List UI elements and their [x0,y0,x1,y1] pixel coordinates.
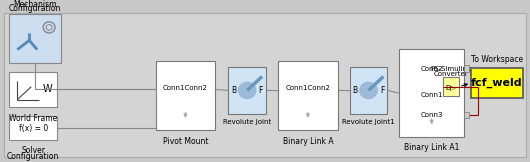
Bar [10,116,57,140]
Text: Configuration: Configuration [9,5,61,13]
Bar [443,77,459,96]
Circle shape [359,82,377,99]
Text: fcf_weld: fcf_weld [471,78,523,88]
Text: D▷: D▷ [446,84,456,90]
Text: Conn1Conn2: Conn1Conn2 [286,85,330,91]
Text: Pivot Mount: Pivot Mount [163,137,208,146]
Text: F: F [380,86,384,95]
Bar [228,67,266,114]
Text: Conn2: Conn2 [420,66,443,72]
Text: World Frame: World Frame [9,114,57,123]
Text: Conn1: Conn1 [420,92,443,98]
Bar [350,67,387,114]
Text: f(x) = 0: f(x) = 0 [19,124,48,133]
Bar [156,61,215,130]
Text: W: W [42,85,52,94]
Circle shape [238,82,256,99]
Bar [464,112,469,118]
Text: Conn3: Conn3 [420,112,443,118]
Bar [400,49,464,137]
Text: Conn1Conn2: Conn1Conn2 [163,85,208,91]
Text: B: B [231,86,236,95]
Text: Binary Link A1: Binary Link A1 [404,143,460,152]
Text: Configuration: Configuration [7,152,59,161]
Text: F: F [259,86,263,95]
Text: Revolute Joint1: Revolute Joint1 [342,119,395,125]
Text: Converter: Converter [434,70,469,76]
Bar [10,72,57,107]
Bar [464,65,469,72]
Bar [278,61,338,130]
Text: To Workspace: To Workspace [471,55,523,64]
Text: Binary Link A: Binary Link A [282,137,333,146]
Bar [471,68,523,98]
Text: Revolute Joint: Revolute Joint [223,119,271,125]
Text: PS-Simulink: PS-Simulink [430,66,472,72]
Text: Mechanism: Mechanism [13,0,57,9]
Bar [10,14,61,63]
Text: B: B [352,86,358,95]
Text: Solver: Solver [21,146,45,155]
